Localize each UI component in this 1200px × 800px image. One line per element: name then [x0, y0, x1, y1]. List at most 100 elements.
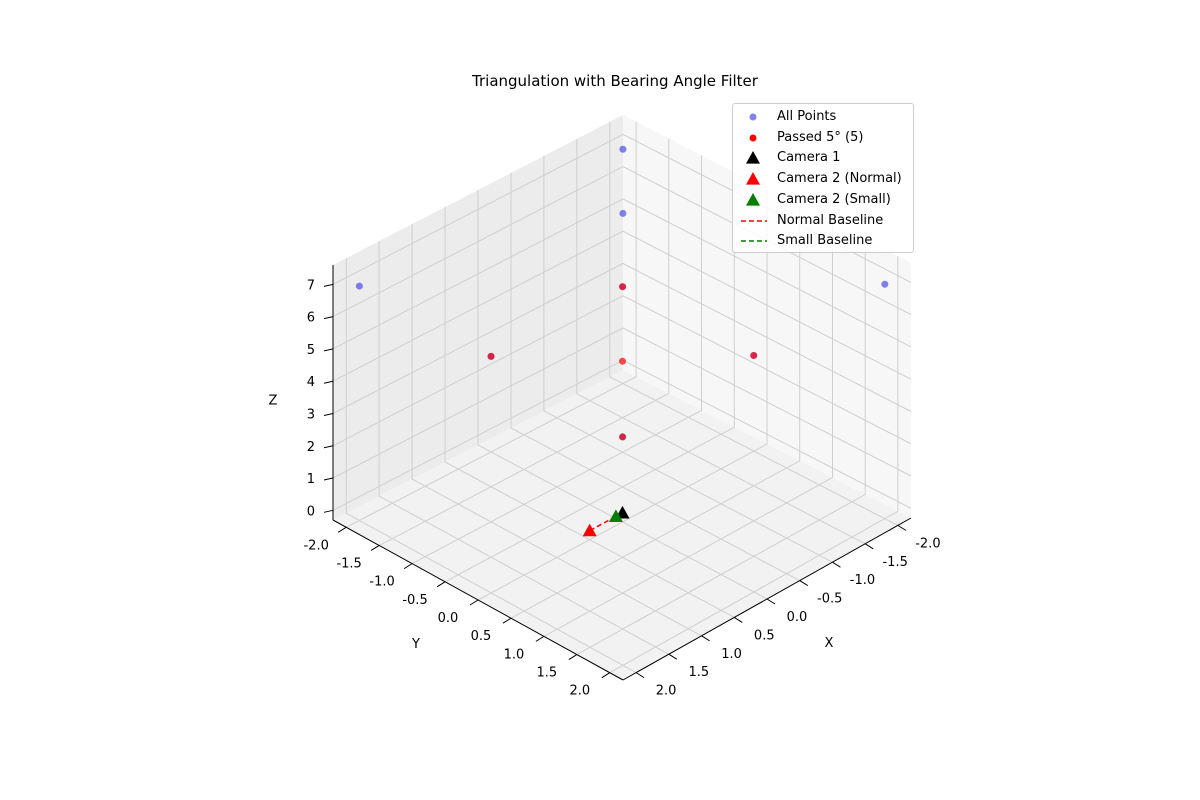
x-tick-label: -2.0: [915, 536, 940, 551]
y-gridline: [510, 205, 801, 619]
x-tick: [734, 616, 743, 623]
y-tick: [535, 635, 545, 642]
x-gridline: [411, 224, 702, 637]
legend-entry-small-baseline: Small Baseline: [733, 231, 913, 251]
z-tick-label: 5: [307, 343, 315, 358]
legend-entry-camera-2-normal: Camera 2 (Normal): [733, 169, 913, 189]
legend-marker-passed-5-5: [749, 134, 757, 142]
legend-marker-camera-2-small: [746, 192, 760, 206]
legend-entry-normal-baseline: Normal Baseline: [733, 211, 913, 231]
z-tick-label: 2: [307, 440, 315, 455]
z-tick: [323, 445, 334, 449]
x-tick: [766, 598, 776, 605]
all-points-point: [619, 209, 627, 217]
z-axis-label: Z: [269, 394, 278, 409]
y-tick: [337, 526, 347, 533]
legend-entry-all-points: All Points: [733, 107, 913, 127]
legend-entry-camera-2-small: Camera 2 (Small): [733, 190, 913, 210]
x-axis-label: X: [825, 636, 834, 651]
y-tick: [469, 599, 479, 606]
legend-entry-camera-1: Camera 1: [733, 148, 913, 168]
x-gridline: [477, 190, 768, 600]
all-points-point: [619, 145, 627, 153]
y-tick: [403, 563, 413, 570]
z-tick: [323, 509, 334, 513]
y-gridline: [345, 121, 637, 528]
y-gridline: [477, 189, 768, 601]
grid-lines: [332, 121, 912, 674]
z-tick: [323, 348, 334, 352]
y-gridline: [543, 222, 833, 637]
data-marks: [355, 145, 889, 537]
x-tick: [832, 561, 841, 568]
legend-entry-passed-5-5: Passed 5° (5): [733, 128, 913, 148]
legend-marker-normal-baseline: [741, 219, 767, 222]
y-tick-label: 0.0: [438, 611, 459, 626]
z-tick-label: 1: [307, 472, 315, 487]
z-gridline: [332, 198, 912, 350]
y-gridline: [576, 239, 866, 655]
z-tick-label: 7: [307, 278, 315, 293]
camera-2-normal-marker: [582, 523, 597, 537]
z-tick: [323, 412, 334, 416]
chart-title: Triangulation with Bearing Angle Filter: [472, 72, 758, 90]
tick-marks: [323, 283, 907, 679]
all-points-point: [355, 282, 363, 290]
legend-label: Camera 2 (Small): [777, 191, 891, 207]
x-tick: [897, 524, 907, 531]
z-gridline: [332, 230, 912, 382]
y-gridline: [378, 138, 670, 546]
z-tick: [323, 477, 334, 481]
z-tick: [323, 283, 334, 287]
y-gridline: [609, 256, 899, 674]
legend-marker-camera-2-normal: [746, 172, 760, 185]
y-tick: [568, 654, 578, 660]
x-tick-label: -0.5: [817, 592, 842, 607]
x-gridline: [345, 258, 637, 674]
y-tick-label: 1.0: [504, 647, 525, 662]
legend-label: Camera 1: [777, 150, 841, 166]
passed-5-5-point: [750, 351, 758, 359]
floor-pane: [333, 370, 911, 680]
y-tick: [436, 581, 446, 588]
passed-5-5-point: [619, 433, 627, 441]
z-tick: [323, 316, 334, 320]
tick-labels: -2.0-1.5-1.0-0.50.00.51.01.52.0-2.0-1.5-…: [303, 278, 940, 698]
axis-labels: X Y Z: [269, 394, 834, 653]
x-gridline: [609, 121, 899, 526]
z-tick-label: 0: [307, 504, 315, 519]
x-gridline: [543, 155, 833, 563]
x-tick-label: 0.0: [787, 610, 808, 625]
y-tick: [370, 545, 380, 551]
z-gridline: [332, 166, 912, 318]
x-gridline: [444, 207, 735, 618]
legend-label: Passed 5° (5): [777, 129, 864, 145]
all-points-point: [881, 280, 889, 288]
x-tick: [701, 635, 710, 642]
x-gridline: [378, 241, 670, 655]
legend-label: All Points: [777, 109, 837, 124]
legend: All Points Passed 5° (5) Camera 1 Camera 2 …: [732, 103, 914, 253]
y-tick-label: -0.5: [402, 593, 427, 608]
x-tick: [635, 672, 645, 679]
z-gridline: [332, 295, 912, 447]
y-tick-label: 1.5: [537, 666, 558, 681]
passed-5-5-point: [619, 283, 627, 291]
legend-label: Small Baseline: [777, 233, 873, 249]
z-gridline: [332, 327, 912, 479]
x-tick-label: 2.0: [656, 684, 677, 699]
x-tick-label: 1.5: [688, 665, 709, 680]
x-tick: [668, 653, 678, 660]
legend-label: Camera 2 (Normal): [777, 171, 902, 187]
y-tick-label: 0.5: [471, 629, 492, 644]
passed-5-5-point: [619, 357, 626, 365]
x-gridline: [576, 138, 866, 545]
y-tick-label: -2.0: [303, 538, 328, 553]
y-axis-label: Y: [411, 637, 420, 652]
z-tick: [323, 380, 334, 384]
z-tick-label: 3: [307, 407, 315, 422]
legend-marker-small-baseline: [741, 240, 767, 242]
z-tick-label: 4: [307, 375, 315, 390]
x-tick-label: -1.5: [882, 555, 907, 570]
